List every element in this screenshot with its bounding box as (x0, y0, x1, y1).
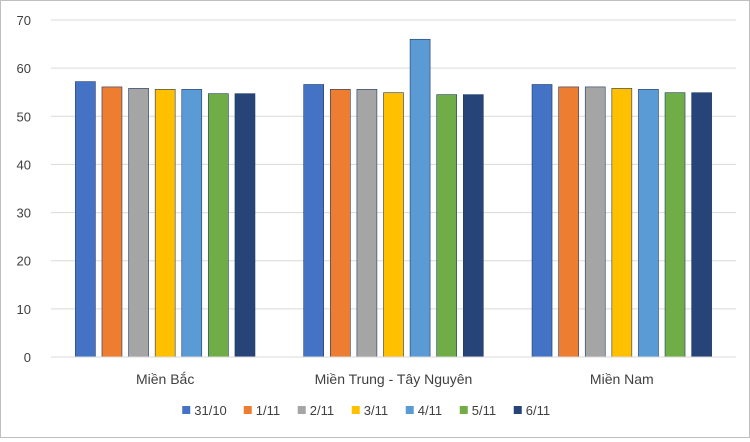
legend-swatch (459, 406, 468, 414)
y-tick-label: 70 (17, 13, 31, 28)
legend-swatch (297, 406, 306, 414)
bar-4-11-2 (638, 89, 659, 358)
bar-4-11-1 (409, 38, 431, 358)
legend-label: 1/11 (256, 403, 280, 418)
y-tick-label: 10 (17, 302, 31, 317)
bar-5-11-2 (664, 92, 686, 358)
legend-swatch (405, 406, 414, 414)
legend-item: 2/11 (297, 403, 334, 418)
y-axis-ticks: 0 10 20 30 40 50 60 70 (17, 13, 31, 365)
y-tick-label: 0 (24, 350, 31, 365)
bar-31-10-1 (303, 84, 325, 358)
legend-item: 5/11 (459, 403, 496, 418)
legend-label: 5/11 (472, 403, 496, 418)
y-tick-label: 20 (17, 254, 31, 269)
legend-item: 6/11 (513, 403, 550, 418)
bar-31-10-0 (75, 81, 96, 358)
legend-swatch (243, 406, 252, 414)
legend-label: 6/11 (526, 403, 550, 418)
legend-label: 3/11 (364, 403, 388, 418)
legend-item: 4/11 (405, 403, 442, 418)
category-label: Miền Trung - Tây Nguyên (315, 371, 473, 387)
bar-31-10-2 (531, 84, 553, 358)
y-tick-label: 60 (17, 61, 31, 76)
bar-5-11-1 (436, 94, 458, 358)
bar-6-11-2 (691, 92, 712, 358)
y-tick-label: 30 (17, 206, 31, 221)
y-tick-label: 40 (17, 157, 31, 172)
legend-item: 1/11 (243, 403, 280, 418)
bar-3-11-2 (611, 88, 633, 358)
category-label: Miền Nam (590, 371, 654, 387)
x-axis-categories: Miền Bắc Miền Trung - Tây Nguyên Miền Nam (136, 371, 654, 387)
bar-2-11-2 (584, 86, 606, 358)
legend-label: 4/11 (418, 403, 442, 418)
bars (75, 38, 712, 358)
legend-label: 2/11 (310, 403, 334, 418)
legend-item: 31/10 (182, 403, 227, 418)
category-label: Miền Bắc (136, 371, 194, 387)
bar-1-11-2 (558, 86, 579, 358)
bar-3-11-1 (383, 92, 404, 358)
bar-1-11-1 (329, 89, 351, 358)
bar-2-11-1 (356, 89, 378, 358)
legend: 31/10 1/11 2/11 3/11 4/11 5/11 6/11 (182, 403, 550, 418)
bar-4-11-0 (181, 89, 203, 358)
legend-swatch (351, 406, 360, 414)
bar-6-11-0 (234, 93, 256, 358)
legend-label: 31/10 (194, 403, 227, 418)
y-tick-label: 50 (17, 109, 31, 124)
bar-1-11-0 (101, 86, 123, 358)
legend-swatch (182, 406, 191, 414)
bar-6-11-1 (462, 94, 484, 358)
bar-5-11-0 (208, 93, 229, 358)
bar-3-11-0 (154, 89, 176, 358)
legend-swatch (513, 406, 522, 414)
bar-2-11-0 (128, 88, 149, 358)
legend-item: 3/11 (351, 403, 388, 418)
